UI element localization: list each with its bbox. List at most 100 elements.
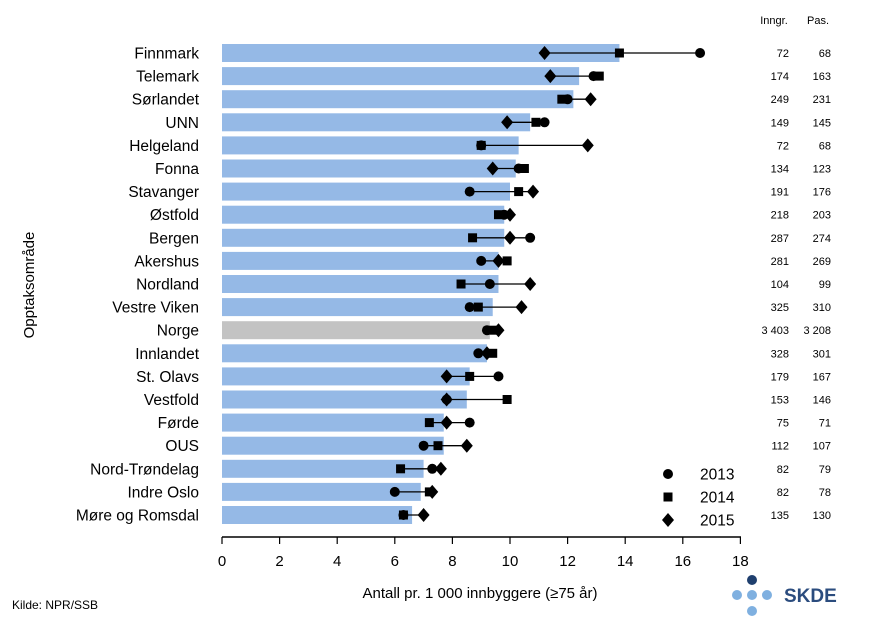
marker-2015 [501, 115, 514, 130]
category-label: Nord-Trøndelag [90, 461, 199, 478]
table-header-inngr: Inngr. [760, 15, 788, 27]
inngr-value: 149 [771, 117, 789, 129]
bar [222, 459, 424, 478]
category-label: Bergen [149, 230, 199, 247]
inngr-value: 191 [771, 187, 789, 199]
legend: 2013 2014 2015 [662, 467, 735, 530]
marker-2015 [504, 207, 516, 222]
marker-2013 [473, 348, 484, 359]
x-tick-label: 8 [448, 553, 456, 570]
legend-label: 2014 [700, 490, 735, 507]
marker-2015 [492, 253, 505, 268]
pas-value: 3 208 [803, 325, 831, 337]
legend-marker-2013 [663, 469, 673, 479]
x-tick-label: 2 [275, 553, 283, 570]
marker-2014 [476, 140, 486, 150]
category-label: Indre Oslo [127, 484, 199, 501]
x-axis-title: Antall pr. 1 000 innbyggere (≥75 år) [362, 585, 597, 602]
category-label: Finnmark [134, 46, 199, 63]
legend-label: 2015 [700, 513, 734, 530]
marker-2015 [480, 346, 493, 361]
inngr-value: 218 [771, 210, 789, 222]
x-axis: 0 2 4 6 8 10 12 14 16 18 [218, 536, 749, 570]
marker-2014 [456, 279, 466, 289]
x-tick-label: 10 [502, 553, 519, 570]
inngr-value: 179 [771, 371, 789, 383]
bar [222, 159, 516, 178]
category-label: UNN [165, 115, 199, 132]
category-label: OUS [165, 438, 199, 455]
logo-dot [762, 590, 772, 600]
logo-dot [747, 606, 757, 616]
marker-2014 [493, 210, 503, 220]
pas-value: 146 [813, 395, 831, 407]
pas-value: 78 [819, 487, 831, 499]
pas-value: 231 [813, 94, 831, 106]
marker-2014 [519, 164, 529, 173]
marker-2014 [502, 256, 512, 266]
marker-2014 [531, 117, 541, 127]
pas-value: 123 [813, 164, 831, 176]
x-tick-label: 4 [333, 553, 341, 570]
marker-2013 [493, 371, 504, 382]
category-label: Norge [157, 323, 199, 340]
inngr-value: 174 [771, 71, 789, 83]
category-label: Innlandet [135, 346, 199, 363]
markers-layer [389, 46, 706, 522]
category-label: Sørlandet [132, 92, 200, 109]
marker-2013 [484, 279, 495, 289]
category-label: Helgeland [129, 138, 199, 155]
inngr-value: 72 [777, 48, 789, 60]
category-label: Telemark [136, 69, 199, 86]
category-label: Fonna [155, 161, 199, 178]
marker-2013 [695, 48, 706, 58]
logo-dot [732, 590, 742, 600]
source-note: Kilde: NPR/SSB [12, 598, 99, 612]
table-header-pas: Pas. [807, 15, 829, 27]
x-tick-label: 14 [617, 553, 634, 570]
inngr-value: 325 [771, 302, 789, 314]
marker-2014 [473, 302, 483, 312]
bar [222, 390, 467, 409]
pas-value: 274 [813, 233, 831, 245]
x-tick-label: 6 [391, 553, 399, 570]
inngr-value: 328 [771, 348, 789, 360]
category-label: Stavanger [128, 184, 199, 201]
marker-2015 [440, 392, 453, 407]
bar [222, 205, 505, 224]
inngr-value: 249 [771, 94, 789, 106]
marker-2015 [434, 461, 447, 476]
pas-value: 107 [813, 441, 831, 453]
inngr-value: 112 [771, 441, 789, 453]
inngr-value: 82 [777, 487, 789, 499]
bar [222, 182, 510, 201]
x-tick-label: 0 [218, 553, 226, 570]
marker-2013 [464, 186, 475, 197]
bar [222, 344, 487, 363]
marker-2015 [515, 300, 528, 315]
marker-2015 [440, 369, 453, 384]
marker-2014 [594, 71, 604, 81]
marker-2015 [417, 508, 430, 522]
legend-marker-2015 [662, 513, 674, 527]
inngr-value: 75 [777, 418, 789, 430]
inngr-value: 287 [771, 233, 789, 245]
category-label: Akershus [134, 253, 199, 270]
pas-value: 301 [813, 348, 831, 360]
category-label: Nordland [136, 277, 199, 294]
pas-value: 269 [813, 256, 831, 268]
category-labels: Finnmark Telemark Sørlandet UNN Helgeland Fon… [76, 46, 200, 525]
marker-2015 [584, 92, 597, 107]
marker-2013 [464, 302, 475, 313]
bar [222, 113, 531, 132]
marker-2014 [502, 395, 512, 404]
marker-2013 [539, 117, 550, 128]
marker-2015 [486, 161, 499, 176]
bar [222, 136, 519, 155]
marker-2014 [468, 233, 478, 243]
marker-2015 [492, 323, 505, 338]
marker-2015 [527, 184, 540, 199]
pas-value: 71 [819, 418, 831, 430]
bars-layer [222, 44, 620, 524]
